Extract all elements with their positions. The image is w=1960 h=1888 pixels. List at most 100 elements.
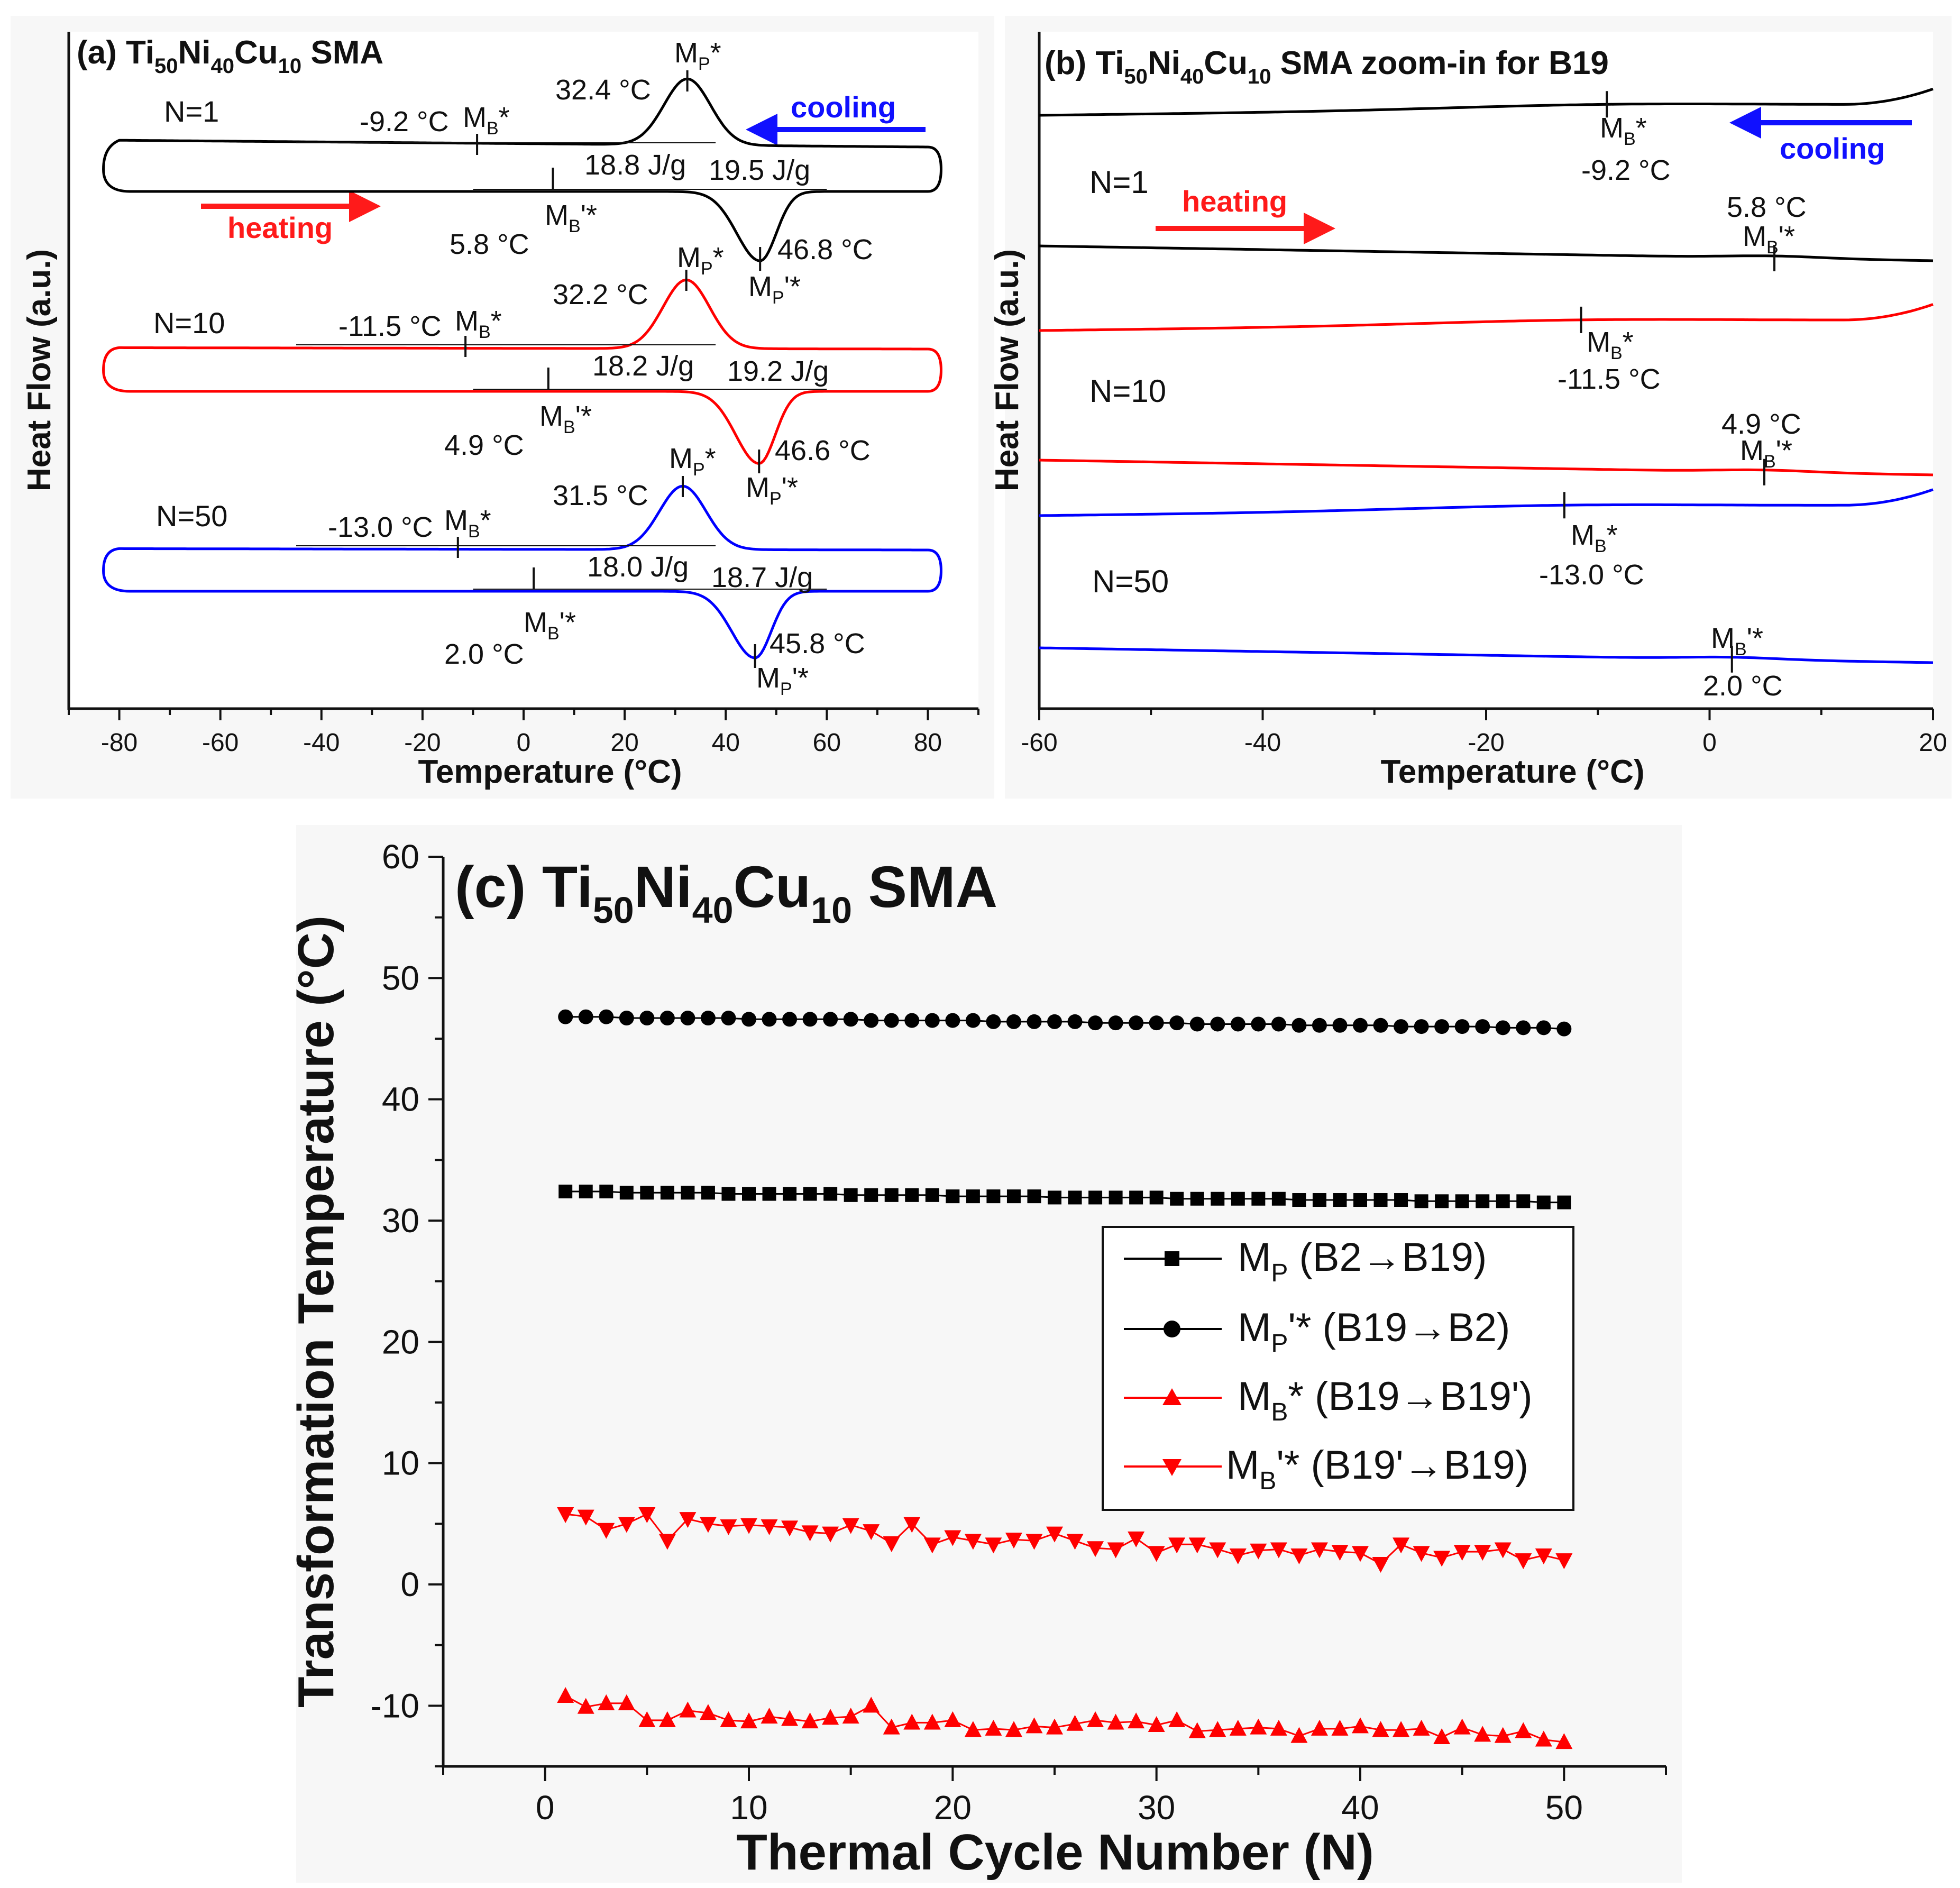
a-n1-cooling-b19-temp: -9.2 °C <box>360 106 449 138</box>
data-point-triangle-down <box>740 1518 757 1534</box>
panel-a-heating-label: heating <box>227 211 333 244</box>
data-point-circle <box>1292 1018 1307 1033</box>
data-point-triangle-down <box>1393 1537 1410 1554</box>
data-point-triangle-up <box>801 1712 819 1729</box>
data-point-triangle-down <box>1128 1531 1145 1547</box>
panel-b-cycle-label-n1: N=1 <box>1089 164 1149 200</box>
data-point-circle <box>782 1012 798 1027</box>
data-point-triangle-down <box>1535 1548 1552 1564</box>
data-point-circle <box>1373 1018 1388 1033</box>
panel-c: 0 10 20 30 40 50 -10 0 10 20 30 40 50 60 (c) Ti50Ni40… <box>288 838 1667 1881</box>
data-point-triangle-up <box>923 1713 941 1730</box>
data-point-triangle-down <box>1372 1557 1389 1573</box>
data-point-circle <box>884 1013 899 1028</box>
a-n50-cooling-peak-temp: 31.5 °C <box>553 480 648 511</box>
a-n10-enthalpy-cooling: 18.2 J/g <box>592 350 694 382</box>
legend-marker-square <box>1165 1251 1179 1266</box>
data-point-triangle-up <box>1393 1721 1410 1737</box>
panel-b-x-tick-label: -40 <box>1244 729 1281 757</box>
data-point-triangle-up <box>1555 1733 1573 1749</box>
data-point-triangle-up <box>1148 1716 1165 1733</box>
data-point-circle <box>1271 1016 1286 1032</box>
data-point-triangle-up <box>863 1697 880 1713</box>
data-point-triangle-up <box>1290 1727 1308 1743</box>
data-point-triangle-up <box>903 1713 921 1730</box>
a-n10-heating-peak-marker: MP'* <box>746 472 798 509</box>
data-point-circle <box>1027 1014 1042 1029</box>
data-point-circle <box>1251 1016 1266 1032</box>
data-point-triangle-down <box>1188 1537 1206 1554</box>
data-point-square <box>1353 1193 1367 1207</box>
panel-c-x-tick-label: 10 <box>730 1789 767 1827</box>
data-point-circle <box>1495 1020 1510 1035</box>
legend-item-mb: MB* (B19→B19') <box>1124 1374 1533 1426</box>
panel-c-y-tick-label: 20 <box>382 1323 419 1361</box>
data-point-square <box>1536 1195 1551 1209</box>
data-point-square <box>1048 1190 1061 1205</box>
data-point-circle <box>1149 1015 1164 1031</box>
legend-marker-triangle-down <box>1162 1459 1182 1476</box>
data-point-square <box>1455 1194 1469 1208</box>
data-point-triangle-down <box>1250 1543 1267 1560</box>
panel-b-cycle-label-n10: N=10 <box>1089 373 1166 409</box>
data-point-triangle-down <box>638 1507 656 1523</box>
panel-a-title: (a) Ti50Ni40Cu10 SMA <box>77 34 383 78</box>
data-point-triangle-up <box>1107 1713 1124 1730</box>
data-point-square <box>783 1187 797 1201</box>
data-point-circle <box>599 1009 614 1024</box>
panel-a-x-tick-label: -40 <box>303 729 340 757</box>
a-n50-cooling-b19-temp: -13.0 °C <box>328 511 433 543</box>
data-point-triangle-down <box>1209 1542 1226 1559</box>
data-point-triangle-down <box>1087 1541 1104 1557</box>
data-point-square <box>762 1187 776 1201</box>
panel-c-y-tick-label: 10 <box>382 1444 419 1482</box>
a-n1-heating-b19-temp: 5.8 °C <box>450 228 529 260</box>
data-point-triangle-down <box>1352 1546 1369 1562</box>
data-point-square <box>1516 1194 1531 1208</box>
panel-b-curves <box>1039 87 1934 673</box>
b-n1-cooling-b19-temp: -9.2 °C <box>1581 154 1671 186</box>
data-point-triangle-up <box>720 1711 737 1727</box>
data-point-triangle-up <box>1229 1719 1247 1736</box>
panel-a-x-ticks: -80 -60 -40 -20 0 20 40 60 80 <box>68 709 979 757</box>
data-point-triangle-up <box>699 1704 717 1720</box>
data-point-triangle-up <box>740 1712 757 1729</box>
data-point-square <box>1435 1194 1449 1208</box>
panel-a-cycle-label-n1: N=1 <box>164 95 219 128</box>
panel-a-curve-N=1 <box>102 77 942 262</box>
data-point-circle <box>965 1013 981 1028</box>
data-point-square <box>558 1184 573 1198</box>
b-n10-cooling-b19-marker: MB* <box>1587 326 1634 363</box>
panel-c-x-tick-label: 30 <box>1138 1789 1175 1827</box>
panel-b-cooling-curve-N=10 <box>1039 303 1934 332</box>
panel-c-y-tick-label: 50 <box>382 959 419 997</box>
data-point-triangle-down <box>1229 1548 1247 1564</box>
data-point-circle <box>639 1011 655 1026</box>
panel-c-x-axis-label: Thermal Cycle Number (N) <box>736 1824 1374 1881</box>
panel-b-x-ticks: -60 -40 -20 0 20 <box>1021 709 1947 757</box>
panel-a-x-tick-label: 0 <box>517 729 531 757</box>
panel-c-x-tick-label: 0 <box>536 1789 555 1827</box>
b-n50-heating-b19-temp: 2.0 °C <box>1703 670 1783 702</box>
data-point-circle <box>660 1011 675 1026</box>
data-point-triangle-up <box>577 1698 594 1714</box>
data-point-triangle-down <box>842 1518 859 1534</box>
data-point-triangle-down <box>822 1526 839 1543</box>
panel-b-cooling-label: cooling <box>1780 132 1885 165</box>
data-point-square <box>1414 1194 1428 1208</box>
panel-b-x-tick-label: -60 <box>1021 729 1057 757</box>
legend-box <box>1102 1226 1574 1511</box>
panel-a-cycle-label-n50: N=50 <box>156 499 227 533</box>
data-point-square <box>844 1188 858 1202</box>
data-point-circle <box>904 1013 920 1028</box>
data-point-square <box>1109 1190 1123 1205</box>
a-n10-cooling-b19-temp: -11.5 °C <box>338 310 442 342</box>
data-point-triangle-down <box>1107 1542 1124 1559</box>
data-point-triangle-down <box>720 1519 737 1535</box>
data-point-triangle-up <box>1311 1719 1328 1736</box>
panel-b-x-tick-label: 20 <box>1919 729 1947 757</box>
data-point-circle <box>1210 1016 1225 1032</box>
a-n1-cooling-peak-marker: MP* <box>674 37 721 74</box>
data-point-triangle-up <box>1413 1719 1430 1736</box>
data-point-triangle-up <box>1046 1718 1063 1735</box>
